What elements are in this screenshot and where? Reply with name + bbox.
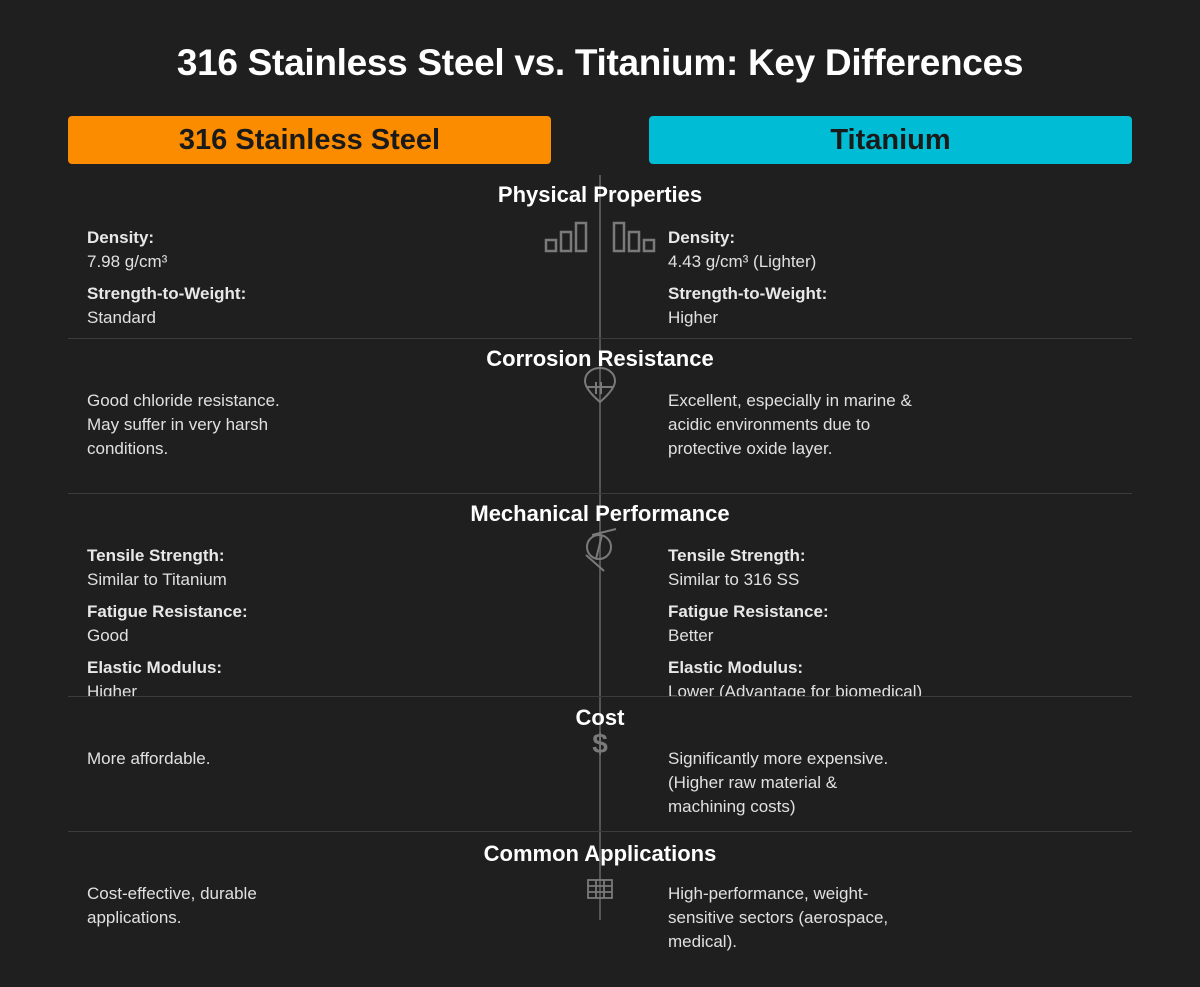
page-title: 316 Stainless Steel vs. Titanium: Key Di… <box>176 42 1024 83</box>
bar-chart-icon <box>544 221 656 253</box>
section-divider <box>68 338 1132 339</box>
strength-to-weight-label: Strength-to-Weight: <box>668 284 828 303</box>
density-value: 4.43 g/cm³ (Lighter) <box>668 252 817 271</box>
elastic-modulus-value: Lower (Advantage for biomedical) <box>668 682 923 696</box>
tensile-strength-label: Tensile Strength: <box>668 546 806 565</box>
titanium-cost-text: Significantly more expensive. (Higher ra… <box>668 749 889 816</box>
stainless-corrosion-text: Good chloride resistance. May suffer in … <box>87 391 280 458</box>
strength-to-weight-value: Standard <box>87 308 156 327</box>
titanium-applications-text: High-performance, weight-sensitive secto… <box>668 884 889 951</box>
grid-icon <box>587 879 613 899</box>
tensile-strength-value: Similar to 316 SS <box>668 570 800 589</box>
titanium-physical-properties: Density: 4.43 g/cm³ (Lighter) Strength-t… <box>668 226 988 338</box>
section-title-mechanical-performance: Mechanical Performance <box>470 501 730 526</box>
elastic-modulus-label: Elastic Modulus: <box>668 658 804 677</box>
dollar-icon: $ <box>592 728 608 759</box>
fatigue-resistance-value: Good <box>87 626 129 645</box>
elastic-modulus-label: Elastic Modulus: <box>87 658 223 677</box>
column-header-titanium: Titanium <box>649 116 1132 164</box>
elastic-modulus-value: Higher <box>87 682 138 696</box>
fatigue-resistance-value: Better <box>668 626 714 645</box>
strength-to-weight-label: Strength-to-Weight: <box>87 284 247 303</box>
density-label: Density: <box>87 228 155 247</box>
section-divider <box>68 493 1132 494</box>
section-title-cost: Cost <box>575 705 625 730</box>
section-divider <box>68 831 1132 832</box>
fatigue-resistance-label: Fatigue Resistance: <box>668 602 829 621</box>
density-value: 7.98 g/cm³ <box>87 252 168 271</box>
section-divider <box>68 696 1132 697</box>
column-header-stainless-steel: 316 Stainless Steel <box>68 116 551 164</box>
gear-tensile-icon <box>585 528 617 572</box>
fatigue-resistance-label: Fatigue Resistance: <box>87 602 248 621</box>
stainless-physical-properties: Density: 7.98 g/cm³ Strength-to-Weight: … <box>87 226 417 338</box>
titanium-corrosion-text: Excellent, especially in marine & acidic… <box>668 391 912 458</box>
center-divider-line <box>599 175 601 920</box>
shield-drop-icon <box>583 366 617 404</box>
tensile-strength-value: Similar to Titanium <box>87 570 227 589</box>
section-title-physical-properties: Physical Properties <box>497 182 703 207</box>
section-title-corrosion-resistance: Corrosion Resistance <box>486 346 714 371</box>
strength-to-weight-value: Higher <box>668 308 719 327</box>
density-label: Density: <box>668 228 736 247</box>
section-title-common-applications: Common Applications <box>483 841 717 866</box>
tensile-strength-label: Tensile Strength: <box>87 546 225 565</box>
stainless-cost-text: More affordable. <box>87 749 211 768</box>
titanium-mechanical-properties: Tensile Strength: Similar to 316 SS Fati… <box>668 544 1008 696</box>
stainless-applications-text: Cost-effective, durable applications. <box>87 884 257 927</box>
stainless-mechanical-properties: Tensile Strength: Similar to Titanium Fa… <box>87 544 417 696</box>
